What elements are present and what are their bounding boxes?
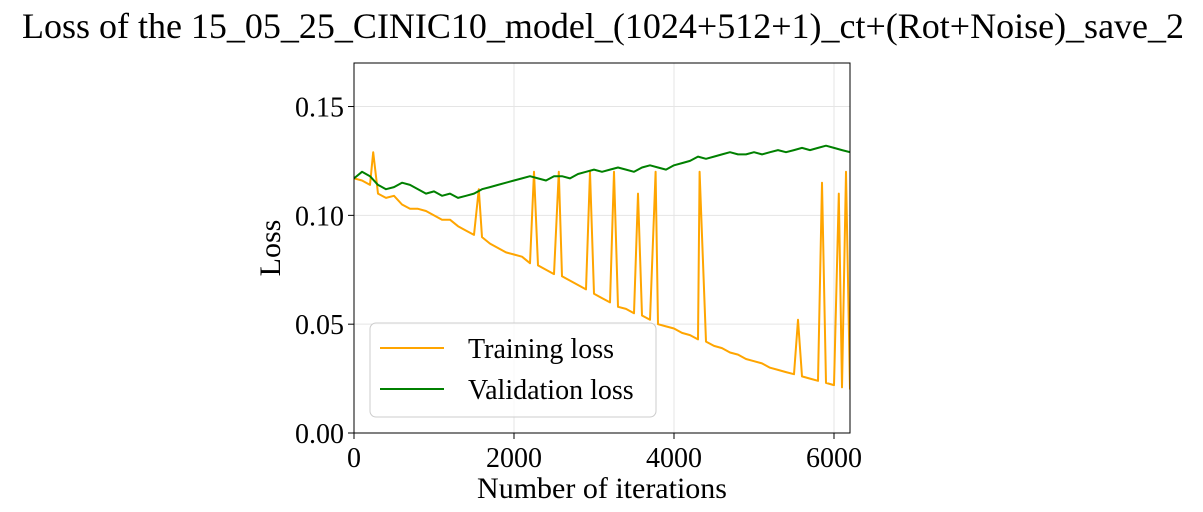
y-tick-label: 0.15 bbox=[295, 93, 344, 124]
y-tick-label: 0.10 bbox=[295, 201, 344, 232]
y-tick-label: 0.05 bbox=[295, 310, 344, 341]
x-tick-label: 2000 bbox=[486, 443, 542, 474]
legend-label-validation-loss: Validation loss bbox=[468, 375, 634, 406]
series-lines bbox=[354, 144, 850, 390]
plot-frame bbox=[353, 62, 851, 434]
y-tick-label: 0.00 bbox=[295, 419, 344, 450]
x-tick-label: 6000 bbox=[806, 443, 862, 474]
series-line-validation-loss bbox=[354, 144, 850, 199]
axis-ticks: 0 2000 4000 6000 0.00 0.05 0.10 0.15 bbox=[295, 93, 862, 474]
series-line-training-loss bbox=[354, 151, 850, 390]
legend: Training loss Validation loss bbox=[369, 322, 657, 418]
y-axis-label: Loss bbox=[254, 220, 287, 277]
chart-title: Loss of the 15_05_25_CINIC10_model_(1024… bbox=[22, 6, 1184, 46]
x-tick-label: 0 bbox=[347, 443, 361, 474]
legend-label-training-loss: Training loss bbox=[468, 334, 614, 365]
x-tick-label: 4000 bbox=[646, 443, 702, 474]
legend-box bbox=[369, 322, 657, 418]
x-axis-label: Number of iterations bbox=[477, 472, 727, 505]
